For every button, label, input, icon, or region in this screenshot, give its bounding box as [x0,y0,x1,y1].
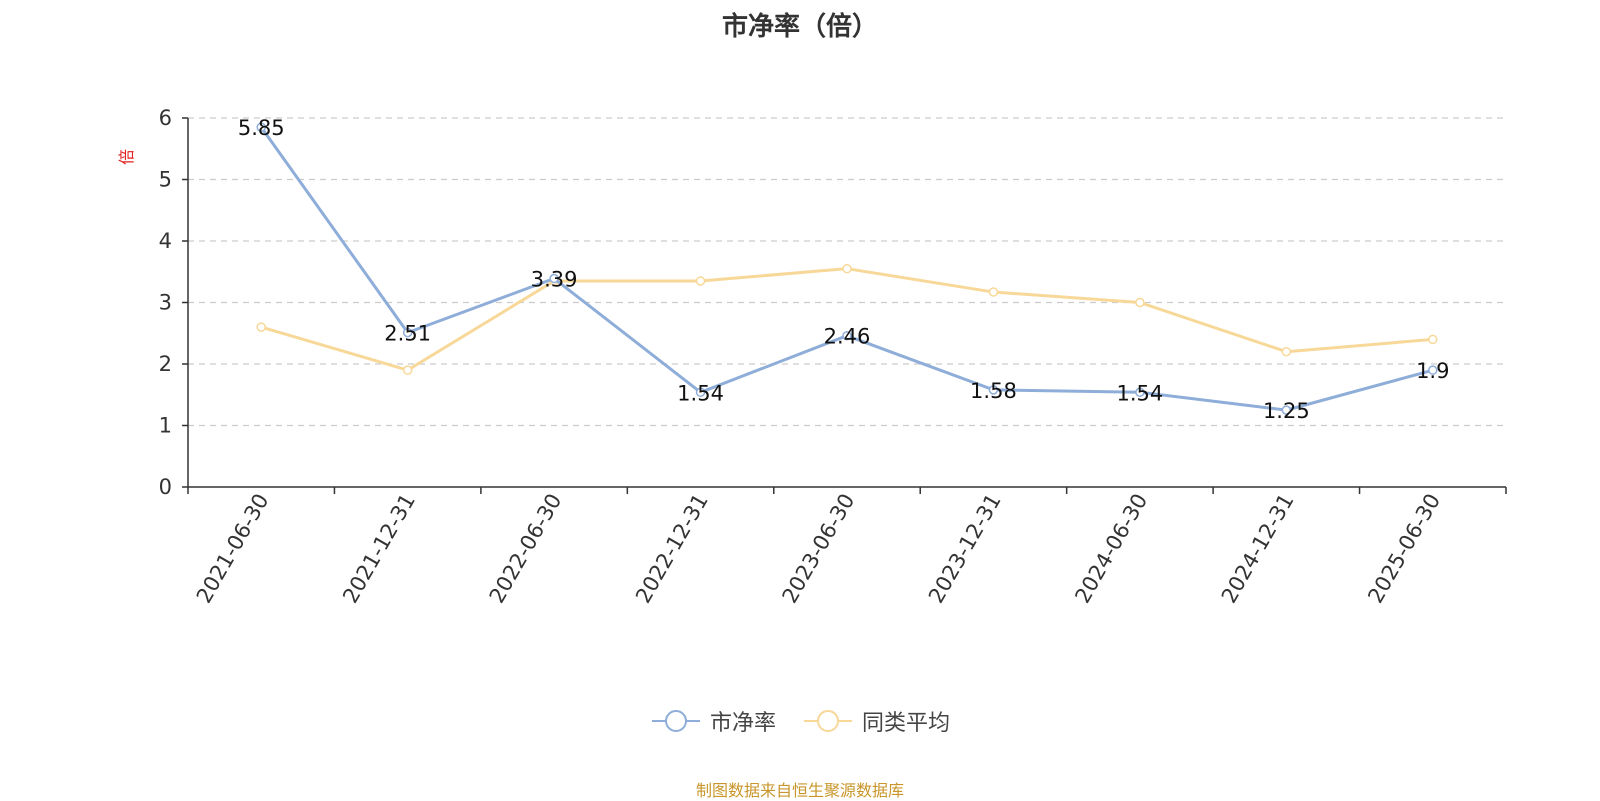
x-tick-label: 2022-06-30 [485,490,567,608]
x-tick-label: 2023-12-31 [924,490,1006,608]
data-labels: 5.85 2.51 3.39 1.54 2.46 1.58 1.54 1.25 1.9 [238,116,1450,423]
x-tick-label: 2023-06-30 [778,490,860,608]
y-tick-label: 6 [159,106,172,130]
data-point-1 [988,287,999,297]
data-label: 3.39 [531,268,578,292]
data-label: 2.46 [824,325,871,349]
chart-title: 市净率（倍） [721,12,878,42]
y-tick-label: 0 [159,475,172,499]
data-point-0 [549,273,559,284]
data-label: 1.54 [677,381,724,405]
data-label: 5.85 [238,116,285,140]
x-tick-label: 2021-06-30 [192,490,274,608]
data-point-0 [1281,405,1292,415]
data-label: 2.51 [384,322,431,346]
data-point-1 [842,263,852,274]
data-label: 1.9 [1416,359,1449,383]
legend-line-circle-icon [804,710,852,732]
x-tick-label: 2024-06-30 [1070,490,1152,608]
legend-label-peer-average: 同类平均 [862,711,951,736]
y-tick-label: 2 [159,352,172,376]
legend-item-peer-average[interactable]: 同类平均 [802,705,950,737]
data-label: 1.25 [1263,399,1310,423]
x-tick-label: 2025-06-30 [1363,490,1445,608]
data-point-1 [256,322,266,332]
legend-item-pb[interactable]: 市净率 [650,705,776,737]
data-label: 1.54 [1117,381,1164,405]
x-tick-label: 2022-12-31 [631,490,713,608]
data-point-1 [695,276,706,286]
legend-label-pb: 市净率 [709,711,776,736]
x-tick-label: 2024-12-31 [1217,490,1299,608]
legend: 市净率 同类平均 [0,705,1600,737]
data-point-1 [1281,346,1292,357]
data-point-0 [842,330,852,341]
y-tick-label: 4 [159,229,172,253]
data-point-0 [402,327,413,338]
data-point-1 [402,365,413,375]
axes: 0 1 2 3 4 5 6 倍 2021-06-30 2021-12-31 2022-06-30 20… [117,106,1507,608]
data-point-0 [256,122,266,132]
data-point-0 [1135,387,1145,398]
y-tick-label: 1 [159,414,172,438]
data-point-1 [1135,297,1145,308]
series-lines [256,122,1438,415]
y-tick-label: 5 [159,168,172,192]
data-point-0 [1428,365,1438,375]
y-axis-label: 倍 [117,149,136,165]
legend-line-circle-icon [651,710,700,732]
x-tick-label: 2021-12-31 [338,490,420,608]
data-point-0 [988,385,999,395]
data-label: 1.58 [970,379,1017,403]
series-line-1 [260,267,1433,372]
y-tick-label: 3 [159,291,172,315]
data-point-1 [1428,334,1438,345]
data-point-0 [695,387,706,398]
source-note: 制图数据来自恒生聚源数据库 [695,781,904,800]
